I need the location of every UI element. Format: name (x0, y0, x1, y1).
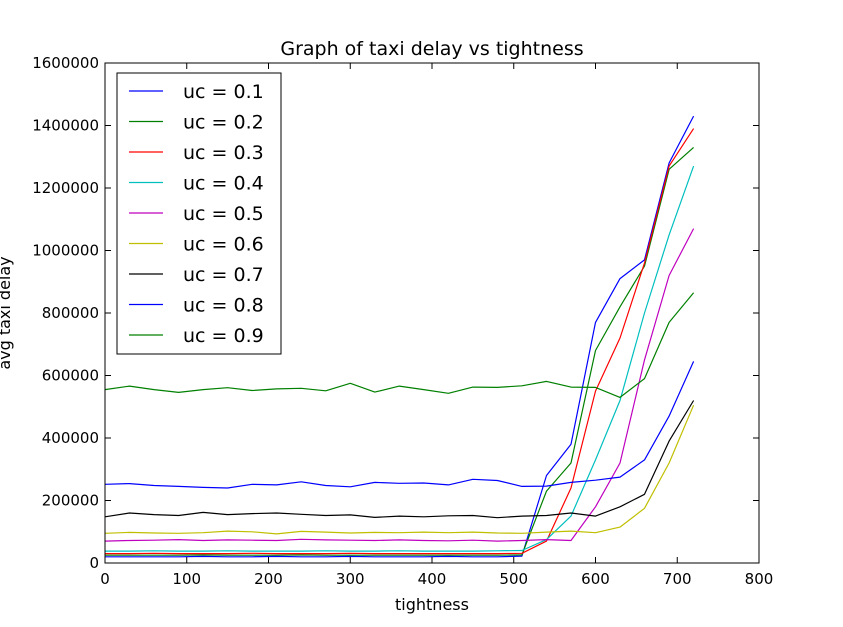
series-line-7 (104, 400, 695, 519)
series-line-9 (104, 292, 695, 398)
legend-label: uc = 0.3 (183, 142, 264, 164)
ticks-layer: 0 100 200 300 400 500 600 700 800 0 200000 400000 60… (32, 54, 773, 588)
y-tick-label: 800000 (42, 304, 99, 322)
y-tick-label: 0 (89, 554, 99, 572)
legend-label: uc = 0.5 (183, 203, 264, 225)
series-line-8 (104, 361, 695, 489)
series-line-4 (105, 165, 695, 552)
series-layer (104, 115, 695, 558)
legend-label: uc = 0.6 (183, 234, 264, 256)
series-line-5 (104, 228, 695, 542)
legend-label: uc = 0.7 (183, 264, 264, 286)
y-tick-label: 200000 (42, 492, 99, 510)
chart-title: Graph of taxi delay vs tightness (280, 38, 583, 60)
x-tick-label: 700 (663, 570, 692, 588)
legend: uc = 0.1 uc = 0.2 uc = 0.3 uc = 0.4 uc = 0.5… (116, 72, 282, 355)
x-tick-label: 600 (581, 570, 610, 588)
x-tick-label: 500 (499, 570, 528, 588)
y-tick-label: 400000 (42, 429, 99, 447)
legend-label: uc = 0.9 (183, 325, 264, 347)
y-tick-label: 600000 (42, 367, 99, 385)
y-axis-label: avg taxi delay (0, 256, 14, 369)
series-line-1 (105, 115, 695, 558)
y-tick-label: 1400000 (32, 117, 99, 135)
x-axis-label: tightness (395, 595, 469, 614)
legend-label: uc = 0.4 (183, 173, 264, 195)
x-tick-label: 100 (172, 570, 201, 588)
x-tick-label: 200 (254, 570, 283, 588)
x-tick-label: 400 (418, 570, 447, 588)
legend-label: uc = 0.8 (183, 295, 264, 317)
legend-label: uc = 0.2 (183, 112, 264, 134)
legend-label: uc = 0.1 (183, 81, 264, 103)
x-tick-label: 300 (336, 570, 365, 588)
series-line-6 (104, 404, 695, 535)
x-tick-label: 0 (100, 570, 110, 588)
y-tick-label: 1000000 (32, 242, 99, 260)
series-line-3 (105, 128, 695, 555)
x-tick-label: 800 (745, 570, 774, 588)
y-tick-label: 1200000 (32, 179, 99, 197)
y-tick-label: 1600000 (32, 54, 99, 72)
series-line-2 (105, 146, 694, 556)
